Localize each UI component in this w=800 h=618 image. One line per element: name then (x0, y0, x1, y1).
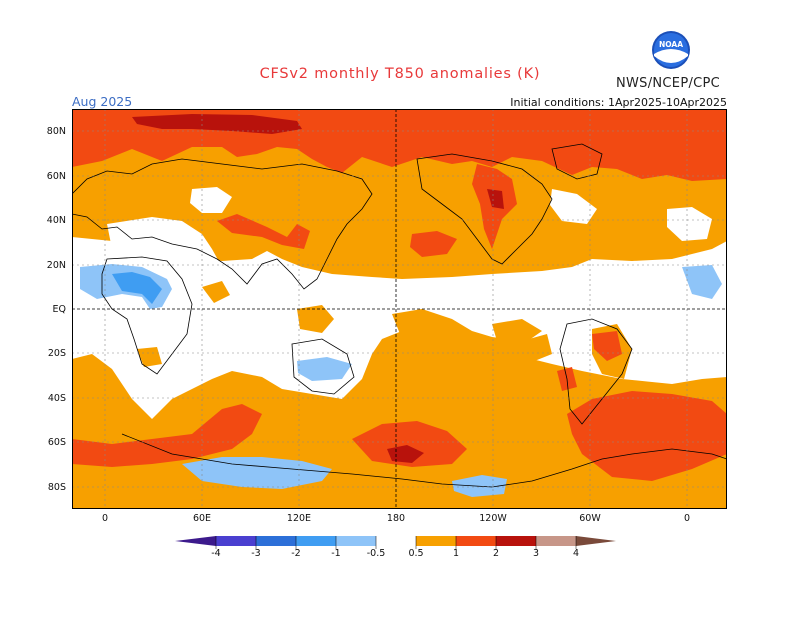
initial-conditions: Initial conditions: 1Apr2025-10Apr2025 (510, 96, 727, 109)
map-frame (72, 109, 727, 509)
anomaly-region (392, 309, 552, 364)
colorbar-swatch (536, 536, 576, 546)
colorbar-label: 0.5 (408, 548, 424, 559)
lat-label: 60N (46, 171, 66, 182)
anomaly-region (190, 187, 232, 213)
anomaly-region (202, 281, 230, 303)
colorbar-swatch (376, 536, 416, 546)
colorbar (175, 536, 616, 549)
anomaly-region (487, 189, 504, 209)
lon-label: 0 (101, 513, 109, 524)
lat-label: 60S (47, 437, 66, 448)
chart-title: CFSv2 monthly T850 anomalies (K) (259, 66, 541, 82)
anomaly-region (182, 457, 332, 489)
agency-label: NWS/NCEP/CPC (616, 76, 721, 91)
anomaly-region (410, 231, 457, 257)
lat-label: 20S (47, 348, 66, 359)
anomaly-region (550, 189, 597, 224)
lat-label: 40S (47, 393, 66, 404)
lat-label: 80S (47, 482, 66, 493)
colorbar-label: -2 (291, 548, 301, 559)
lon-label: 120E (286, 513, 312, 524)
lat-label: 80N (46, 126, 66, 137)
lat-label: EQ (52, 304, 66, 315)
lon-label: 60E (192, 513, 212, 524)
noaa-logo: NOAA (652, 31, 690, 69)
colorbar-label: -4 (211, 548, 221, 559)
colorbar-swatch (576, 536, 616, 546)
anomaly-region (592, 331, 622, 361)
anomaly-region (112, 272, 162, 304)
colorbar-swatch (336, 536, 376, 546)
colorbar-label: -3 (251, 548, 261, 559)
lat-label: 20N (46, 260, 66, 271)
anomaly-region (682, 265, 722, 299)
anomaly-region (137, 347, 162, 367)
lon-label: 180 (386, 513, 406, 524)
anomaly-map (72, 109, 727, 509)
colorbar-label: -1 (331, 548, 341, 559)
anomaly-region (107, 217, 222, 294)
lon-label: 120W (479, 513, 507, 524)
svg-text:NOAA: NOAA (659, 40, 683, 49)
colorbar-label: 2 (492, 548, 500, 559)
colorbar-label: 3 (532, 548, 540, 559)
colorbar-swatch (456, 536, 496, 546)
colorbar-swatch (296, 536, 336, 546)
lon-label: 0 (683, 513, 691, 524)
anomaly-region (217, 214, 310, 249)
anomaly-region (297, 357, 352, 381)
anomaly-region (297, 305, 334, 333)
colorbar-swatch (416, 536, 456, 546)
colorbar-label: -0.5 (366, 548, 386, 559)
colorbar-swatch (216, 536, 256, 546)
anomaly-region (72, 404, 262, 467)
colorbar-label: 4 (572, 548, 580, 559)
anomaly-region (352, 421, 467, 467)
colorbar-label: 1 (452, 548, 460, 559)
colorbar-swatch (256, 536, 296, 546)
colorbar-swatch (496, 536, 536, 546)
anomaly-region (132, 114, 302, 134)
forecast-period: Aug 2025 (72, 94, 133, 109)
lat-label: 40N (46, 215, 66, 226)
colorbar-swatch (175, 536, 216, 546)
lon-label: 60W (579, 513, 601, 524)
anomaly-region (492, 319, 542, 345)
anomaly-region (667, 207, 712, 241)
